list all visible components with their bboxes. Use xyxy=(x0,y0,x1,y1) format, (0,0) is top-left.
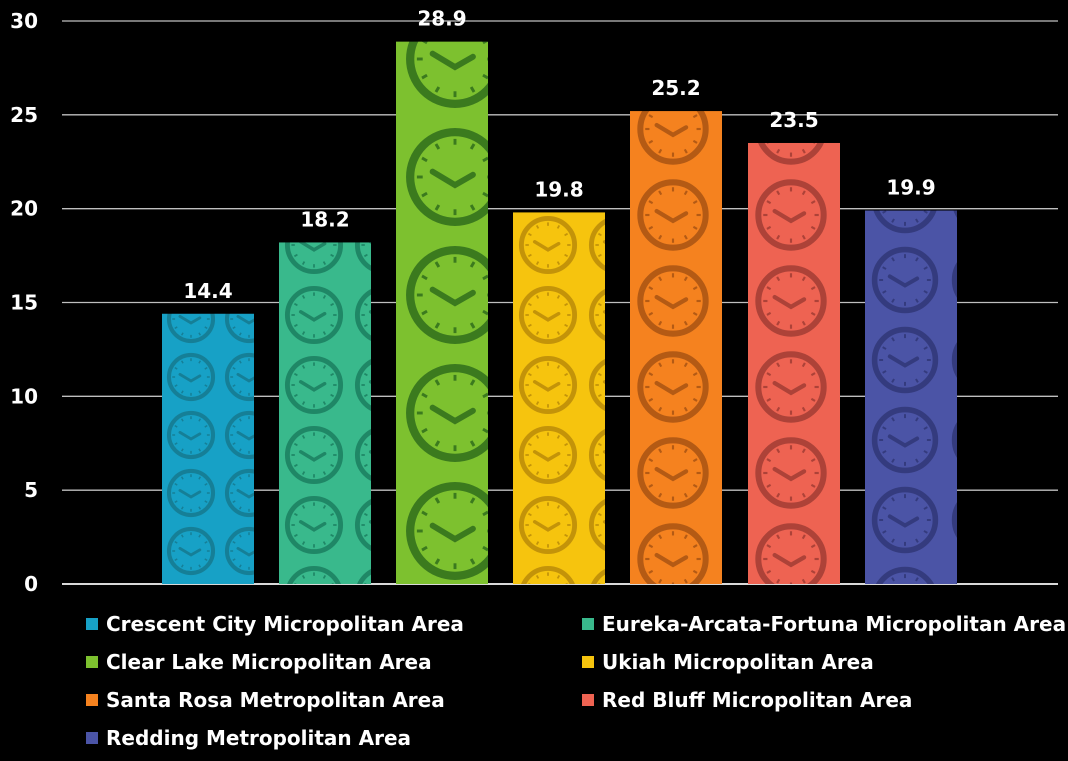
legend-swatch xyxy=(86,618,98,630)
legend-swatch xyxy=(86,732,98,744)
bar xyxy=(162,313,254,584)
data-label: 18.2 xyxy=(300,207,349,231)
y-tick-label: 25 xyxy=(10,103,38,127)
legend-item: Redding Metropolitan Area xyxy=(86,726,411,750)
legend-swatch xyxy=(86,694,98,706)
legend-label: Red Bluff Micropolitan Area xyxy=(602,688,913,712)
bar-chart: 0 5 10 15 20 25 30 14.4 18.2 28.9 19.8 25.2 23.5 19.… xyxy=(10,7,1058,596)
bar xyxy=(396,41,488,585)
legend-label: Clear Lake Micropolitan Area xyxy=(106,650,432,674)
legend-label: Eureka-Arcata-Fortuna Micropolitan Area xyxy=(602,612,1067,636)
bar xyxy=(279,242,371,585)
y-tick-label: 15 xyxy=(10,291,38,315)
legend-item: Santa Rosa Metropolitan Area xyxy=(86,688,445,712)
legend-item: Red Bluff Micropolitan Area xyxy=(582,688,912,712)
data-label: 19.9 xyxy=(886,176,935,200)
data-labels: 14.4 18.2 28.9 19.8 25.2 23.5 19.9 xyxy=(183,7,935,303)
data-label: 25.2 xyxy=(651,76,700,100)
data-label: 23.5 xyxy=(769,108,818,132)
data-label: 14.4 xyxy=(183,279,232,303)
legend-swatch xyxy=(582,618,594,630)
y-axis-tick-labels: 0 5 10 15 20 25 30 xyxy=(10,9,38,596)
bar xyxy=(513,212,605,585)
legend-swatch xyxy=(582,656,594,668)
y-tick-label: 30 xyxy=(10,9,38,33)
legend-label: Santa Rosa Metropolitan Area xyxy=(106,688,445,712)
legend-label: Crescent City Micropolitan Area xyxy=(106,612,464,636)
legend-label: Redding Metropolitan Area xyxy=(106,726,412,750)
data-label: 28.9 xyxy=(417,7,466,31)
y-tick-label: 5 xyxy=(24,478,38,502)
legend-swatch xyxy=(86,656,98,668)
legend-item: Ukiah Micropolitan Area xyxy=(582,650,874,674)
legend-label: Ukiah Micropolitan Area xyxy=(602,650,874,674)
legend-item: Clear Lake Micropolitan Area xyxy=(86,650,432,674)
y-tick-label: 20 xyxy=(10,197,38,221)
legend-item: Crescent City Micropolitan Area xyxy=(86,612,464,636)
bar xyxy=(630,111,722,584)
bar xyxy=(865,210,957,584)
legend-item: Eureka-Arcata-Fortuna Micropolitan Area xyxy=(582,612,1066,636)
bar xyxy=(748,142,840,584)
data-label: 19.8 xyxy=(534,177,583,201)
legend-swatch xyxy=(582,694,594,706)
y-tick-label: 0 xyxy=(24,572,38,596)
y-tick-label: 10 xyxy=(10,384,38,408)
bars xyxy=(162,41,957,585)
